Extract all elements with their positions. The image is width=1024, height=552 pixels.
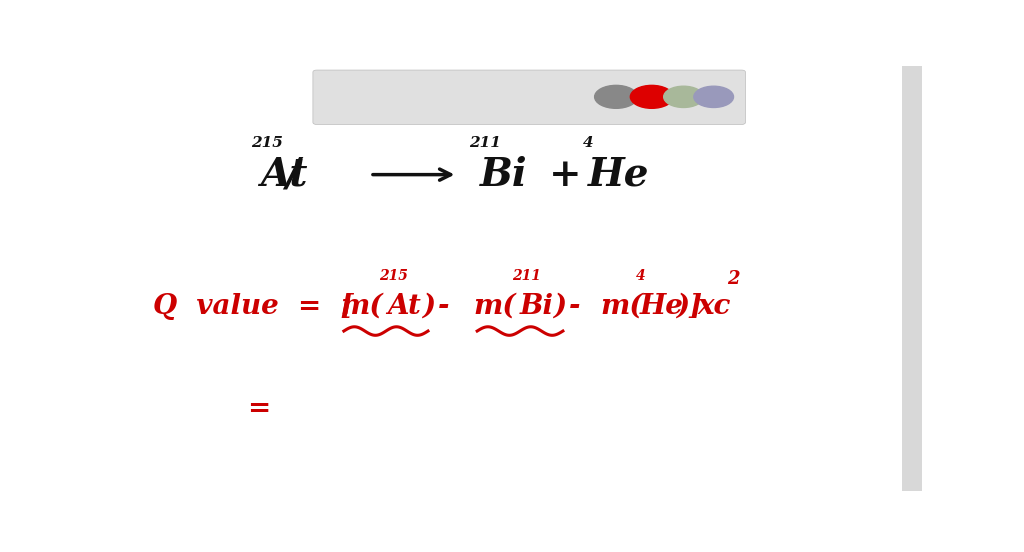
Text: 215: 215	[379, 269, 408, 283]
Circle shape	[595, 86, 638, 108]
Text: ◇: ◇	[401, 88, 415, 106]
Text: =: =	[248, 395, 270, 422]
Text: 2: 2	[727, 270, 739, 288]
FancyBboxPatch shape	[313, 70, 745, 124]
Text: ↻: ↻	[350, 87, 368, 107]
Text: Q  value  =  [: Q value = [	[154, 293, 354, 320]
Text: ✂: ✂	[425, 88, 440, 106]
Circle shape	[631, 86, 673, 108]
FancyBboxPatch shape	[902, 66, 922, 491]
Text: Bi: Bi	[480, 156, 528, 194]
Text: He: He	[588, 156, 650, 194]
Text: ): )	[676, 293, 689, 320]
Text: -: -	[568, 293, 580, 320]
Text: +: +	[549, 156, 582, 194]
Text: 4: 4	[583, 136, 593, 150]
Text: 211: 211	[512, 269, 541, 283]
Text: ⊞: ⊞	[502, 88, 516, 106]
Text: m(: m(	[600, 293, 643, 320]
Text: ]: ]	[688, 293, 701, 320]
Text: /: /	[285, 156, 299, 194]
Text: ): )	[422, 293, 435, 320]
Text: ⬆: ⬆	[376, 88, 391, 106]
Text: ): )	[553, 293, 566, 320]
Text: -: -	[437, 293, 449, 320]
Text: ↺: ↺	[326, 87, 343, 107]
Text: 211: 211	[469, 136, 501, 150]
Text: 215: 215	[251, 136, 283, 150]
Text: He: He	[640, 293, 684, 320]
Text: /: /	[454, 87, 461, 107]
Text: 4: 4	[636, 269, 645, 283]
Text: xc: xc	[697, 293, 731, 320]
Text: At: At	[387, 293, 421, 320]
Text: m(: m(	[341, 293, 383, 320]
Text: A: A	[477, 88, 489, 106]
Text: Bi: Bi	[519, 293, 553, 320]
Circle shape	[664, 86, 703, 108]
Text: At: At	[260, 156, 307, 194]
Circle shape	[694, 86, 733, 108]
Text: m(: m(	[473, 293, 516, 320]
